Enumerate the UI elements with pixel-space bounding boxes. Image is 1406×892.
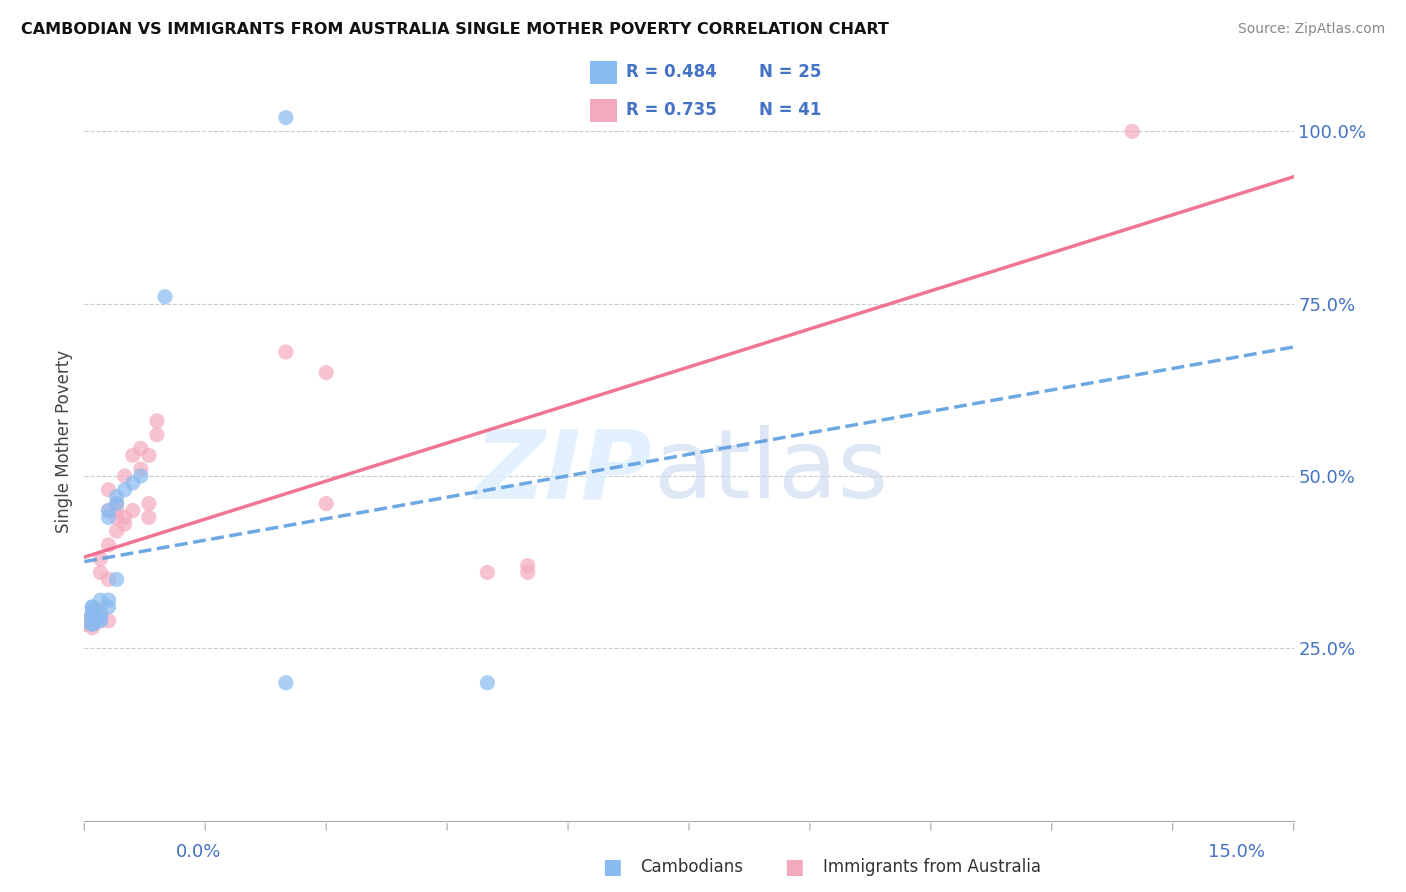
Point [114, 469, 136, 483]
Point [105, 510, 128, 524]
Point [274, 111, 297, 125]
Point [97, 483, 120, 497]
Point [82, 617, 104, 632]
Point [153, 290, 176, 304]
Point [89, 614, 111, 628]
Text: 0.0%: 0.0% [176, 843, 221, 861]
Point [121, 503, 143, 517]
Point [121, 448, 143, 462]
Point [82, 607, 104, 621]
Point [89, 614, 111, 628]
Point [114, 517, 136, 532]
Point [315, 497, 337, 511]
Point [73, 614, 96, 628]
Text: ■: ■ [602, 857, 621, 877]
Text: Source: ZipAtlas.com: Source: ZipAtlas.com [1237, 22, 1385, 37]
Point [82, 617, 104, 632]
Point [516, 558, 538, 573]
Text: Cambodians: Cambodians [640, 858, 742, 876]
Point [97, 510, 120, 524]
Point [97, 573, 120, 587]
Point [477, 566, 499, 580]
Point [97, 614, 120, 628]
Point [146, 414, 169, 428]
Point [89, 593, 111, 607]
Text: ZIP: ZIP [475, 425, 652, 518]
Point [105, 573, 128, 587]
Text: R = 0.484: R = 0.484 [626, 63, 717, 81]
Bar [589, 62, 617, 84]
Point [129, 442, 152, 456]
Point [315, 366, 337, 380]
Point [82, 607, 104, 621]
Point [82, 610, 104, 624]
Point [73, 614, 96, 628]
Point [138, 497, 160, 511]
Point [105, 490, 128, 504]
Text: ■: ■ [785, 857, 804, 877]
Point [1121, 124, 1143, 138]
Bar [589, 99, 617, 122]
Point [89, 603, 111, 617]
Point [82, 614, 104, 628]
Point [97, 599, 120, 614]
Point [73, 617, 96, 632]
Y-axis label: Single Mother Poverty: Single Mother Poverty [55, 350, 73, 533]
Point [89, 551, 111, 566]
Text: N = 25: N = 25 [759, 63, 821, 81]
Point [121, 475, 143, 490]
Point [138, 510, 160, 524]
Point [89, 607, 111, 621]
Point [73, 617, 96, 632]
Point [105, 497, 128, 511]
Point [477, 675, 499, 690]
Point [82, 599, 104, 614]
Text: CAMBODIAN VS IMMIGRANTS FROM AUSTRALIA SINGLE MOTHER POVERTY CORRELATION CHART: CAMBODIAN VS IMMIGRANTS FROM AUSTRALIA S… [21, 22, 889, 37]
Point [105, 497, 128, 511]
Point [97, 503, 120, 517]
Point [274, 675, 297, 690]
Point [114, 510, 136, 524]
Point [82, 617, 104, 632]
Point [146, 427, 169, 442]
Text: N = 41: N = 41 [759, 102, 821, 120]
Point [114, 483, 136, 497]
Point [138, 448, 160, 462]
Point [82, 599, 104, 614]
Point [105, 524, 128, 538]
Point [82, 603, 104, 617]
Text: 15.0%: 15.0% [1208, 843, 1265, 861]
Point [516, 566, 538, 580]
Point [97, 503, 120, 517]
Point [89, 566, 111, 580]
Point [82, 621, 104, 635]
Point [97, 538, 120, 552]
Text: Immigrants from Australia: Immigrants from Australia [823, 858, 1040, 876]
Point [89, 610, 111, 624]
Point [97, 593, 120, 607]
Point [129, 462, 152, 476]
Point [105, 503, 128, 517]
Text: R = 0.735: R = 0.735 [626, 102, 717, 120]
Point [89, 610, 111, 624]
Point [274, 345, 297, 359]
Point [129, 469, 152, 483]
Text: atlas: atlas [652, 425, 887, 518]
